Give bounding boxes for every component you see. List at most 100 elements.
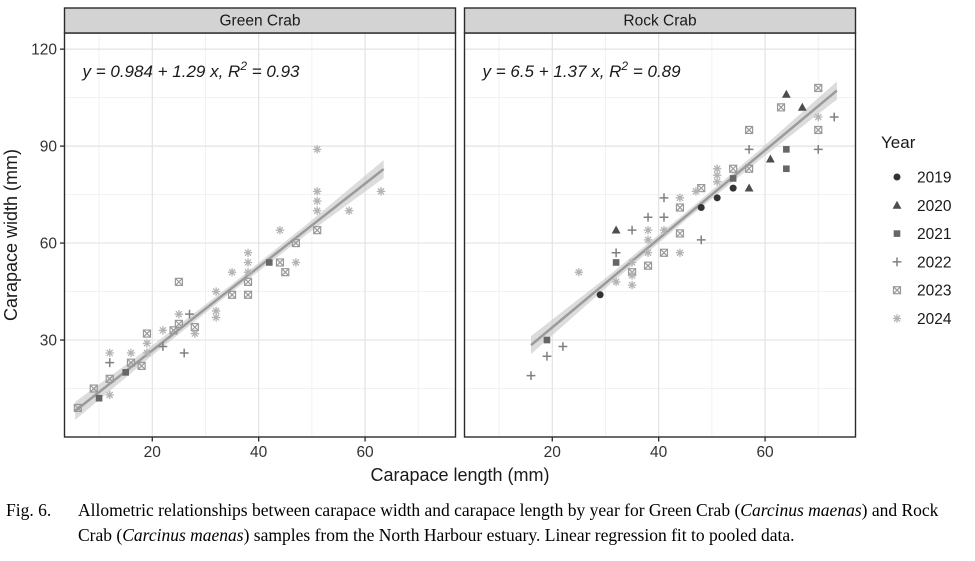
data-point-2024 [712,171,722,180]
data-point-2023 [126,358,136,367]
circle-marker [713,194,721,202]
data-point-2023 [89,384,98,393]
data-point-2024 [627,258,637,267]
box-x-marker [174,277,183,286]
data-point-2023 [643,261,653,270]
legend-key-2023 [892,286,902,295]
y-tick-label: 120 [31,42,57,59]
data-point-2023 [174,319,183,328]
data-point-2023 [745,125,754,135]
asterisk-marker [243,258,253,267]
equation-text: y = 0.984 + 1.29 x, R [82,62,241,81]
legend-label-2024: 2024 [917,311,952,328]
data-point-2024 [312,206,322,215]
asterisk-marker [158,326,168,335]
caption-segment: ) samples from the North Harbour estuary… [243,524,795,545]
data-point-2022 [105,358,115,368]
asterisk-marker [227,267,237,277]
legend-label-2020: 2020 [917,198,952,215]
box-x-marker [814,126,823,134]
square-marker [266,259,273,266]
asterisk-marker [291,258,301,267]
box-x-marker [243,277,253,286]
asterisk-marker [243,267,253,277]
box-x-marker [644,261,652,270]
data-point-2023 [142,329,152,338]
data-point-2023 [243,277,253,286]
regression-line [530,89,838,347]
data-point-2024 [675,248,685,257]
data-point-2024 [627,271,637,280]
asterisk-marker [243,248,253,257]
asterisk-marker [376,187,386,196]
data-point-2022 [611,248,621,258]
data-point-2023 [729,164,738,173]
box-x-marker [313,226,322,235]
square-marker [543,336,551,344]
box-x-marker [126,358,136,367]
data-point-2020 [797,102,807,111]
data-point-2022 [643,212,653,222]
asterisk-marker [643,235,653,245]
data-point-2024 [691,187,701,196]
data-point-2020 [765,154,775,163]
plus-marker [558,342,568,351]
rock-crab-equation: y = 6.5 + 1.37 x, R2 = 0.89 [482,59,682,81]
box-x-marker [776,103,786,112]
data-point-2024 [211,306,221,316]
asterisk-marker [211,313,221,322]
data-point-2021 [783,165,790,173]
box-x-marker [291,239,300,248]
data-point-2019 [596,291,604,299]
data-point-2024 [712,177,722,186]
box-x-marker [174,319,183,328]
square-marker [729,175,737,182]
rock-crab-strip [463,7,857,34]
data-point-2020 [744,183,754,192]
box-x-marker [73,403,82,412]
plus-marker [179,348,189,358]
plus-marker [659,212,669,222]
box-x-marker [814,125,823,135]
legend-key-2020 [892,200,902,209]
box-x-marker [729,164,738,173]
asterisk-marker [611,277,621,287]
data-point-2022 [696,235,706,245]
asterisk-marker [712,177,722,186]
figure-caption: Fig. 6. Allometric relationships between… [0,492,975,548]
data-point-2021 [729,175,737,182]
legend-label-2021: 2021 [917,226,951,243]
data-point-2021 [612,259,620,266]
data-point-2021 [122,369,129,376]
data-point-2024 [291,258,301,267]
data-point-2024 [814,112,823,122]
box-x-marker [73,403,82,413]
data-point-2024 [611,277,621,287]
asterisk-marker [211,306,221,316]
square-marker [95,394,103,402]
square-marker [612,259,620,266]
data-point-2023 [227,290,237,299]
plus-marker [105,358,115,368]
data-point-2022 [627,225,637,235]
box-x-marker [281,268,290,277]
asterisk-marker [190,329,200,338]
asterisk-marker [312,196,322,206]
asterisk-marker [275,225,285,235]
equation-text: 2 [620,59,628,73]
caption-segment: ) and Rock Crab ( [78,500,939,545]
data-point-2022 [659,212,669,222]
asterisk-marker [892,314,902,323]
box-x-marker [105,374,114,383]
x-tick-label: 60 [356,444,374,461]
x-tick-label: 40 [650,444,668,461]
box-x-marker [169,326,178,335]
data-point-2023 [675,229,685,238]
plus-marker [158,342,168,351]
square-marker [783,165,790,173]
data-point-2022 [744,144,754,154]
box-x-marker [675,229,685,238]
asterisk-marker [142,339,152,348]
data-point-2024 [142,348,152,358]
square-marker [122,369,129,376]
